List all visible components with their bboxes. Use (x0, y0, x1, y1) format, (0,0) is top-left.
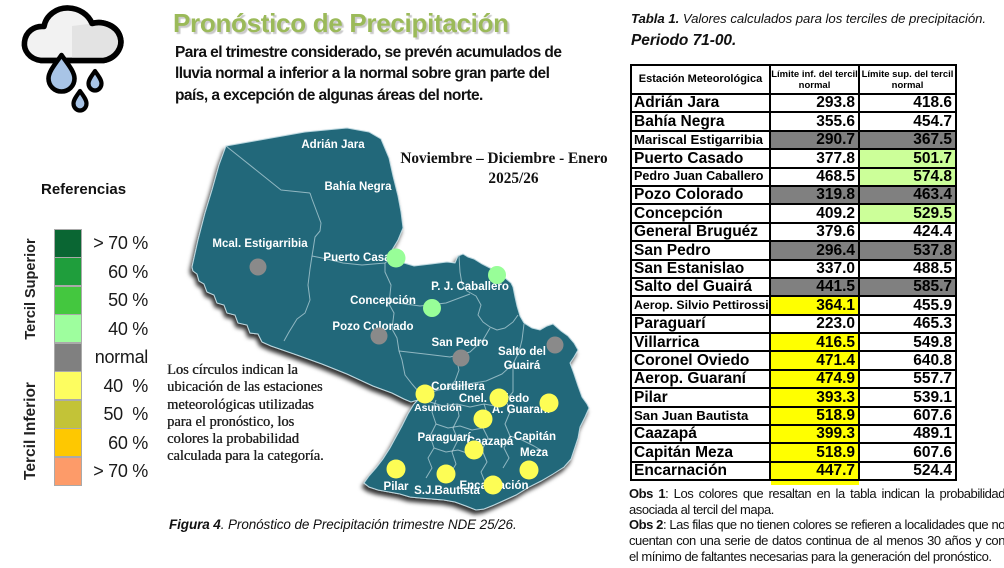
svg-text:Bahía Negra: Bahía Negra (324, 181, 392, 193)
svg-text:S.J.Bautista: S.J.Bautista (414, 485, 480, 497)
svg-text:San Pedro: San Pedro (432, 337, 489, 349)
svg-text:Pozo Colorado: Pozo Colorado (332, 321, 413, 333)
svg-text:Pilar: Pilar (384, 481, 409, 493)
svg-text:Cordillera: Cordillera (431, 381, 485, 393)
svg-text:Meza: Meza (520, 447, 549, 459)
svg-text:Puerto Casado: Puerto Casado (323, 252, 404, 264)
svg-text:Concepción: Concepción (350, 295, 416, 307)
svg-text:Salto del: Salto del (498, 346, 546, 358)
svg-text:Asunción: Asunción (414, 402, 462, 414)
svg-text:P. J. Caballero: P. J. Caballero (431, 281, 509, 293)
svg-text:Mcal. Estigarribia: Mcal. Estigarribia (212, 238, 308, 250)
svg-text:Paraguarí: Paraguarí (417, 432, 471, 444)
svg-text:Capitán: Capitán (514, 431, 556, 443)
svg-text:Adrián Jara: Adrián Jara (301, 139, 365, 151)
svg-text:Guairá: Guairá (504, 360, 541, 372)
svg-text:A. Guaraní: A. Guaraní (492, 404, 551, 416)
